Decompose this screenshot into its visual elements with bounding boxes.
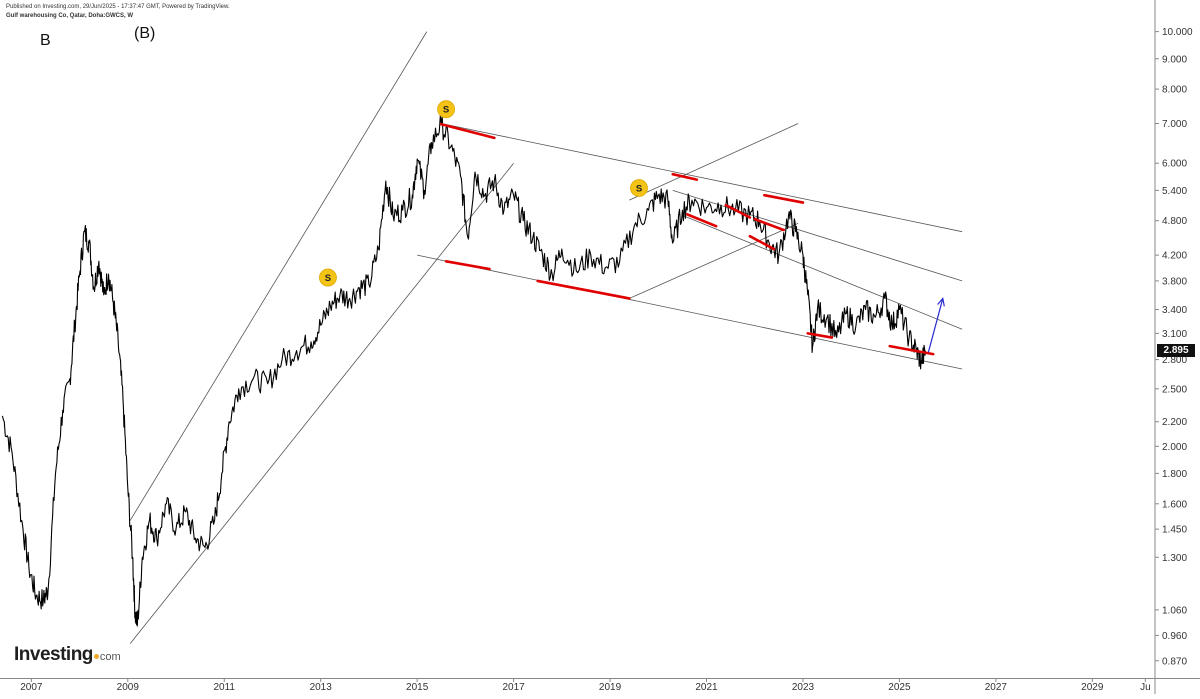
investing-logo: Investing com xyxy=(14,644,121,666)
signal-badge-icon xyxy=(630,179,648,197)
trendline-inner-falling-upper xyxy=(672,189,963,282)
touch-marker xyxy=(748,234,776,251)
x-tick-label: 2015 xyxy=(406,682,429,693)
logo-text: Investing xyxy=(14,644,93,665)
signal-badge-label: S xyxy=(443,105,449,116)
price-line xyxy=(1,115,927,627)
touch-marker-layer xyxy=(439,122,945,356)
touch-marker xyxy=(671,172,699,181)
y-tick-label: 5.400 xyxy=(1162,186,1187,197)
signal-badge-label: S xyxy=(636,183,642,194)
logo-suffix: com xyxy=(99,651,121,663)
trendline-layer xyxy=(129,31,963,644)
trendline-inner-falling-lower xyxy=(682,215,963,330)
signal-badge-icon xyxy=(437,100,455,119)
touch-marker xyxy=(888,344,935,356)
touch-marker xyxy=(444,260,491,271)
x-tick-label: 2011 xyxy=(213,682,235,693)
x-tick-label: 2021 xyxy=(695,682,718,693)
symbol-title: Gulf warehousing Co, Qatar, Doha:GWCS, W xyxy=(6,13,134,19)
y-tick-label: 2.800 xyxy=(1162,355,1187,366)
y-tick-label: 1.060 xyxy=(1162,605,1187,616)
touch-marker xyxy=(753,217,785,232)
touch-marker xyxy=(724,203,752,219)
y-tick-label: 4.800 xyxy=(1162,216,1187,227)
y-tick-label: 1.600 xyxy=(1162,499,1187,510)
target-arrow-head xyxy=(937,297,945,307)
x-tick-label: 2019 xyxy=(599,682,622,693)
wave-label-b: B xyxy=(40,32,51,49)
price-series-layer xyxy=(1,115,927,627)
x-tick-label: 2017 xyxy=(502,682,525,693)
signal-badge-label: S xyxy=(325,273,331,284)
touch-marker xyxy=(536,279,631,300)
trendline-rising-channel-bottom xyxy=(629,223,799,299)
trendline-falling-channel-bottom xyxy=(417,254,963,370)
x-tick-label: 2013 xyxy=(310,682,333,693)
x-tick-label: 2007 xyxy=(20,682,43,693)
logo-dot-icon xyxy=(93,654,99,659)
y-tick-label: 3.100 xyxy=(1162,329,1187,340)
y-tick-label: 3.800 xyxy=(1162,276,1187,287)
target-arrow-line xyxy=(927,298,944,353)
y-tick-label: 0.870 xyxy=(1162,656,1187,667)
signal-badge-icon xyxy=(319,268,337,287)
y-tick-label: 3.400 xyxy=(1162,305,1187,316)
y-tick-label: 0.960 xyxy=(1162,631,1187,642)
trendline-channel-upper xyxy=(129,31,428,521)
y-tick-label: 2.000 xyxy=(1162,442,1187,453)
y-tick-label: 2.500 xyxy=(1162,384,1187,395)
y-tick-label: 1.300 xyxy=(1162,553,1187,564)
y-tick-label: 7.000 xyxy=(1162,119,1187,130)
trendline-channel-lower xyxy=(129,162,514,644)
x-tick-label: 2029 xyxy=(1081,682,1104,693)
signal-badge-layer: S S S xyxy=(319,100,648,287)
x-tick-label: Ju xyxy=(1140,682,1151,693)
last-price-tag: 2.895 xyxy=(1157,343,1195,357)
trendline-falling-channel-top xyxy=(441,123,963,233)
y-tick-label: 10.000 xyxy=(1162,27,1193,38)
touch-marker xyxy=(763,193,805,204)
published-note: Published on Investing.com, 29/Jun/2025 … xyxy=(6,4,230,10)
touch-marker xyxy=(806,332,834,339)
x-tick-label: 2023 xyxy=(792,682,815,693)
touch-marker xyxy=(685,213,718,228)
y-tick-label: 8.000 xyxy=(1162,85,1187,96)
y-tick-label: 1.450 xyxy=(1162,525,1187,536)
y-tick-label: 2.200 xyxy=(1162,417,1187,428)
y-tick-label: 4.200 xyxy=(1162,251,1187,262)
x-tick-label: 2025 xyxy=(888,682,911,693)
x-tick-label: 2027 xyxy=(985,682,1008,693)
y-tick-label: 1.800 xyxy=(1162,469,1187,480)
wave-label-b-paren: (B) xyxy=(134,25,156,42)
trendline-rising-channel-top xyxy=(629,123,799,201)
y-tick-label: 6.000 xyxy=(1162,159,1187,170)
x-tick-label: 2009 xyxy=(117,682,140,693)
y-tick-label: 9.000 xyxy=(1162,54,1187,65)
touch-marker xyxy=(439,122,496,140)
